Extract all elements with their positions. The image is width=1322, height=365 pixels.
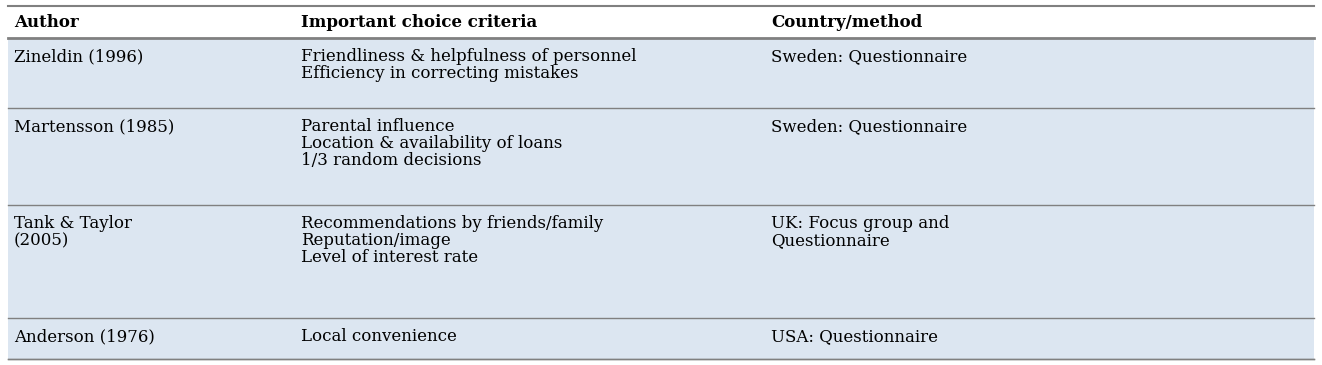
Text: Tank & Taylor: Tank & Taylor [15, 215, 132, 232]
Text: Sweden: Questionnaire: Sweden: Questionnaire [772, 118, 968, 135]
Text: Anderson (1976): Anderson (1976) [15, 328, 155, 345]
Text: UK: Focus group and: UK: Focus group and [772, 215, 949, 232]
Text: Martensson (1985): Martensson (1985) [15, 118, 175, 135]
Bar [8, 205, 1314, 318]
Text: Efficiency in correcting mistakes: Efficiency in correcting mistakes [301, 65, 579, 82]
Text: Sweden: Questionnaire: Sweden: Questionnaire [772, 48, 968, 65]
Text: Important choice criteria: Important choice criteria [301, 14, 538, 31]
Text: Local convenience: Local convenience [301, 328, 457, 345]
Text: Recommendations by friends/family: Recommendations by friends/family [301, 215, 604, 232]
Text: Questionnaire: Questionnaire [772, 232, 890, 249]
Text: USA: Questionnaire: USA: Questionnaire [772, 328, 939, 345]
Text: Parental influence: Parental influence [301, 118, 455, 135]
Text: Reputation/image: Reputation/image [301, 232, 451, 249]
Text: (2005): (2005) [15, 232, 69, 249]
Bar [8, 108, 1314, 205]
Text: Country/method: Country/method [772, 14, 923, 31]
Bar [8, 38, 1314, 108]
Text: Level of interest rate: Level of interest rate [301, 249, 479, 266]
Text: Zineldin (1996): Zineldin (1996) [15, 48, 143, 65]
Bar [8, 6, 1314, 38]
Text: Friendliness & helpfulness of personnel: Friendliness & helpfulness of personnel [301, 48, 637, 65]
Bar [8, 318, 1314, 359]
Text: Location & availability of loans: Location & availability of loans [301, 135, 563, 152]
Text: 1/3 random decisions: 1/3 random decisions [301, 152, 481, 169]
Text: Author: Author [15, 14, 79, 31]
